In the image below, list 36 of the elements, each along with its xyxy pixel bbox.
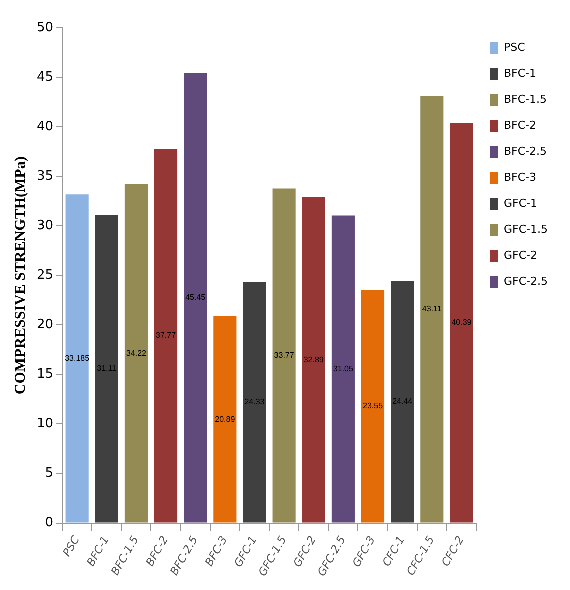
data-label: 24.44 — [392, 397, 414, 406]
y-tick-label: 5 — [45, 466, 54, 482]
legend-label: GFC-2.5 — [504, 274, 548, 288]
data-label: 31.11 — [97, 364, 118, 374]
data-label: 33.77 — [274, 350, 295, 360]
legend-label: BFC-1.5 — [504, 92, 548, 106]
legend-label: BFC-2 — [504, 118, 537, 132]
legend-label: GFC-1 — [504, 196, 538, 210]
data-label: 45.45 — [186, 293, 206, 302]
y-tick-label: 20 — [36, 318, 54, 333]
legend-label: BFC-2.5 — [504, 144, 548, 158]
y-tick-label: 50 — [36, 20, 54, 36]
data-label: 31.05 — [333, 364, 354, 374]
data-label: 24.33 — [244, 398, 266, 407]
y-tick-label: 15 — [36, 367, 54, 382]
y-axis-title: COMPRESSIVE STRENGTH(MPa) — [12, 156, 29, 395]
y-tick-label: 45 — [36, 70, 54, 85]
data-label: 33.185 — [65, 354, 90, 363]
data-label: 34.22 — [126, 348, 148, 358]
data-label: 23.55 — [363, 402, 384, 411]
y-tick-label: 35 — [36, 168, 54, 184]
data-label: 40.39 — [452, 318, 472, 328]
legend-label: PSC — [504, 40, 526, 54]
y-tick-label: 0 — [45, 516, 54, 531]
legend-label: GFC-1.5 — [504, 222, 548, 236]
data-label: 32.89 — [304, 355, 324, 364]
legend-label: BFC-3 — [504, 170, 537, 184]
data-label: 37.77 — [156, 331, 177, 340]
y-tick-label: 30 — [36, 218, 54, 234]
y-tick-label: 10 — [36, 416, 54, 432]
legend-label: BFC-1 — [504, 66, 537, 80]
y-tick-label: 40 — [36, 119, 54, 134]
legend-label: GFC-2 — [504, 248, 538, 262]
y-tick-label: 25 — [36, 268, 54, 284]
data-label: 43.11 — [422, 304, 442, 314]
data-label: 20.89 — [215, 414, 236, 424]
